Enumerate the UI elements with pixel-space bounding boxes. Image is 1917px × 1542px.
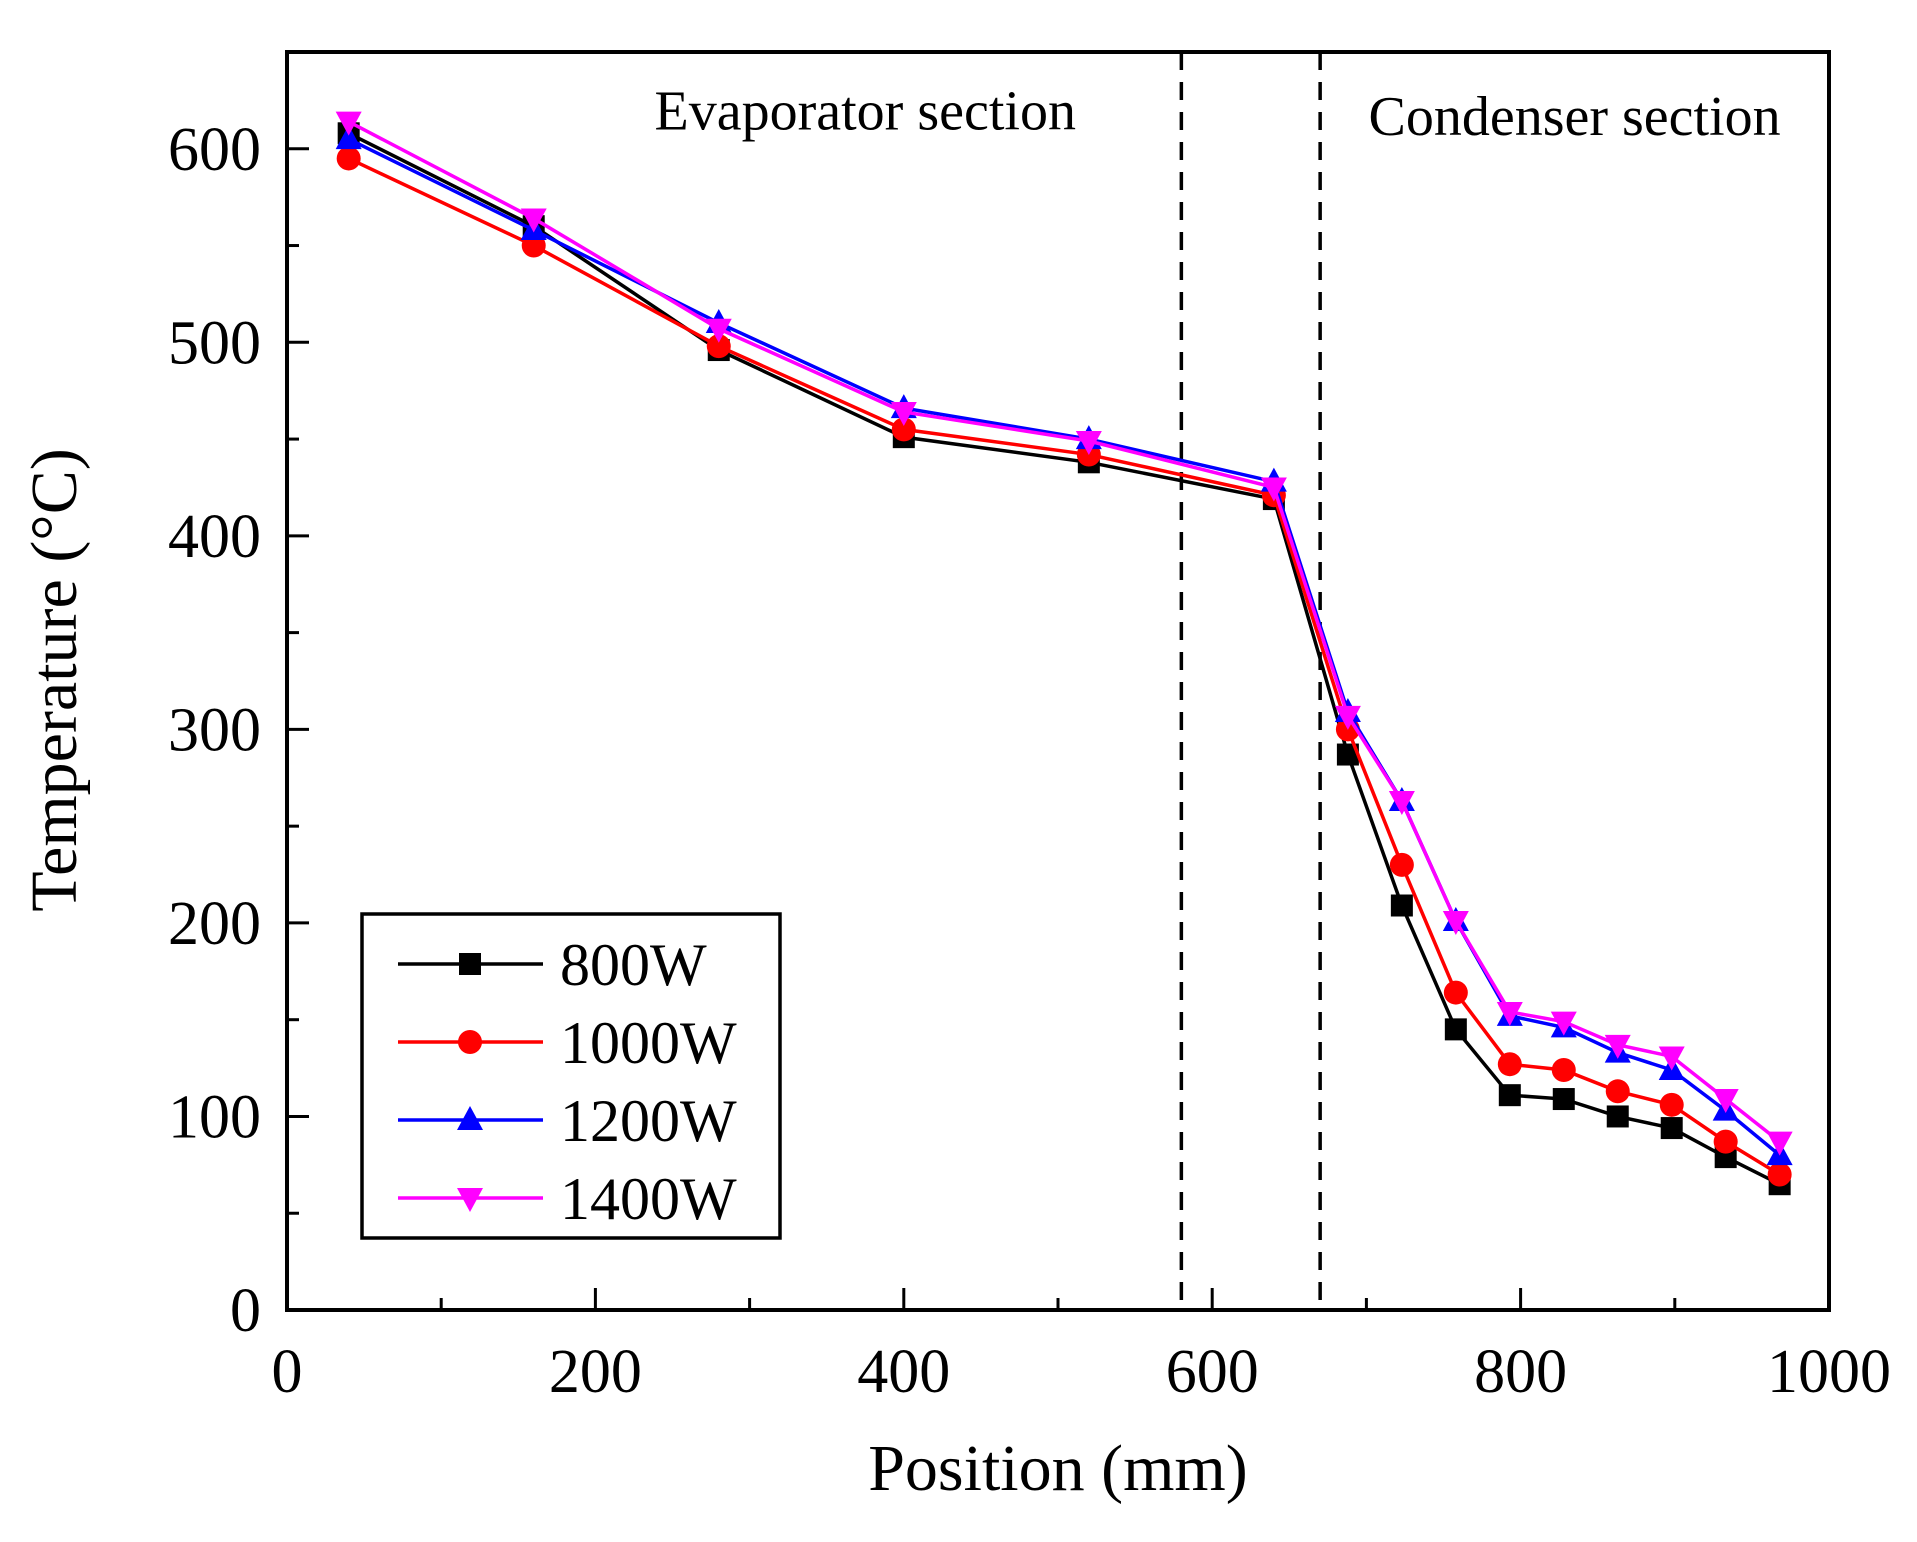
data-point xyxy=(1767,1162,1792,1187)
legend-marker xyxy=(457,1188,483,1212)
data-point xyxy=(705,318,732,343)
data-point xyxy=(1444,1018,1467,1041)
legend-marker xyxy=(459,953,481,975)
data-point xyxy=(1497,1052,1522,1077)
data-point xyxy=(706,334,731,359)
data-point xyxy=(1660,1117,1683,1140)
y-tick-label: 200 xyxy=(168,890,261,958)
legend-label: 1000W xyxy=(560,1010,737,1076)
y-tick-label: 0 xyxy=(230,1277,261,1345)
data-point xyxy=(1659,1092,1684,1117)
legend-label: 1200W xyxy=(560,1088,737,1154)
data-point xyxy=(1442,910,1469,935)
y-tick-label: 500 xyxy=(168,309,261,377)
data-point xyxy=(890,401,917,426)
data-point xyxy=(1712,1089,1739,1114)
y-tick-label: 300 xyxy=(168,696,261,764)
series-1400W xyxy=(335,111,1793,1156)
legend-marker xyxy=(457,1106,483,1130)
data-point xyxy=(1390,894,1413,917)
data-point xyxy=(1766,1131,1793,1156)
y-tick-label: 400 xyxy=(168,503,261,571)
x-axis-label: Position (mm) xyxy=(868,1432,1248,1505)
data-point xyxy=(1551,1058,1576,1083)
y-tick-label: 100 xyxy=(168,1083,261,1151)
legend-marker xyxy=(458,1030,482,1054)
x-tick-label: 0 xyxy=(272,1338,303,1406)
data-point xyxy=(335,125,362,150)
data-point xyxy=(1388,790,1415,815)
y-tick-label: 600 xyxy=(168,116,261,184)
data-point xyxy=(1496,1001,1523,1026)
data-point xyxy=(1334,705,1361,730)
x-tick-label: 600 xyxy=(1166,1338,1259,1406)
section-annotation: Condenser section xyxy=(1369,86,1781,148)
data-point xyxy=(336,146,361,171)
data-point xyxy=(1260,477,1287,502)
data-point xyxy=(1498,1084,1521,1107)
data-point xyxy=(891,417,916,442)
x-tick-label: 400 xyxy=(857,1338,950,1406)
y-axis-label: Temperature (°C) xyxy=(18,448,91,911)
x-tick-label: 800 xyxy=(1474,1338,1567,1406)
data-point xyxy=(1550,1011,1577,1036)
data-point xyxy=(1336,743,1359,766)
x-tick-label: 200 xyxy=(549,1338,642,1406)
data-point xyxy=(1605,1079,1630,1104)
data-point xyxy=(1443,980,1468,1005)
data-point xyxy=(335,111,362,136)
section-annotation: Evaporator section xyxy=(655,80,1076,142)
data-point xyxy=(520,208,547,233)
data-point xyxy=(1075,431,1102,456)
data-point xyxy=(1658,1046,1685,1071)
legend-box xyxy=(360,912,782,1240)
data-point xyxy=(1606,1105,1629,1128)
legend-label: 800W xyxy=(560,932,707,998)
data-point xyxy=(1713,1129,1738,1154)
data-point xyxy=(1552,1088,1575,1111)
data-point xyxy=(1604,1034,1631,1059)
data-point xyxy=(1389,852,1414,877)
legend-label: 1400W xyxy=(560,1166,737,1232)
x-tick-label: 1000 xyxy=(1767,1338,1891,1406)
